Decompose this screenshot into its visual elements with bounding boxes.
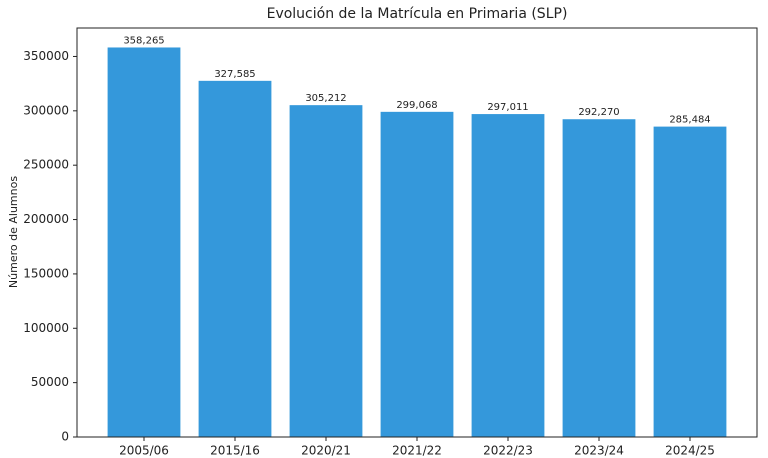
bar (471, 114, 545, 438)
bar (289, 105, 363, 438)
value-label: 305,212 (305, 93, 346, 104)
y-tick-label: 200000 (23, 212, 69, 226)
bar (198, 80, 272, 438)
value-label: 358,265 (123, 35, 164, 46)
y-axis-label: Número de Alumnos (7, 176, 20, 288)
y-tick-label: 150000 (23, 266, 69, 280)
value-label: 297,011 (487, 102, 528, 113)
value-label: 327,585 (214, 69, 255, 80)
y-tick-label: 50000 (31, 375, 69, 389)
chart-title: Evolución de la Matrícula en Primaria (S… (267, 6, 568, 22)
x-tick-label: 2021/22 (392, 444, 442, 458)
y-tick-label: 0 (61, 430, 69, 444)
x-tick-label: 2023/24 (574, 444, 624, 458)
x-tick-label: 2005/06 (119, 444, 169, 458)
x-tick-label: 2020/21 (301, 444, 351, 458)
bar (380, 111, 454, 437)
x-tick-label: 2024/25 (665, 444, 715, 458)
y-tick-label: 350000 (23, 49, 69, 63)
bar (562, 119, 636, 438)
x-tick-label: 2022/23 (483, 444, 533, 458)
bar (107, 47, 181, 438)
y-tick-label: 250000 (23, 158, 69, 172)
plot-frame (76, 27, 758, 438)
value-label: 292,270 (578, 107, 619, 118)
value-label: 299,068 (396, 100, 437, 111)
bar (653, 126, 727, 437)
value-label: 285,484 (669, 115, 710, 126)
x-tick-label: 2015/16 (210, 444, 260, 458)
y-tick-label: 100000 (23, 321, 69, 335)
y-tick-label: 300000 (23, 103, 69, 117)
